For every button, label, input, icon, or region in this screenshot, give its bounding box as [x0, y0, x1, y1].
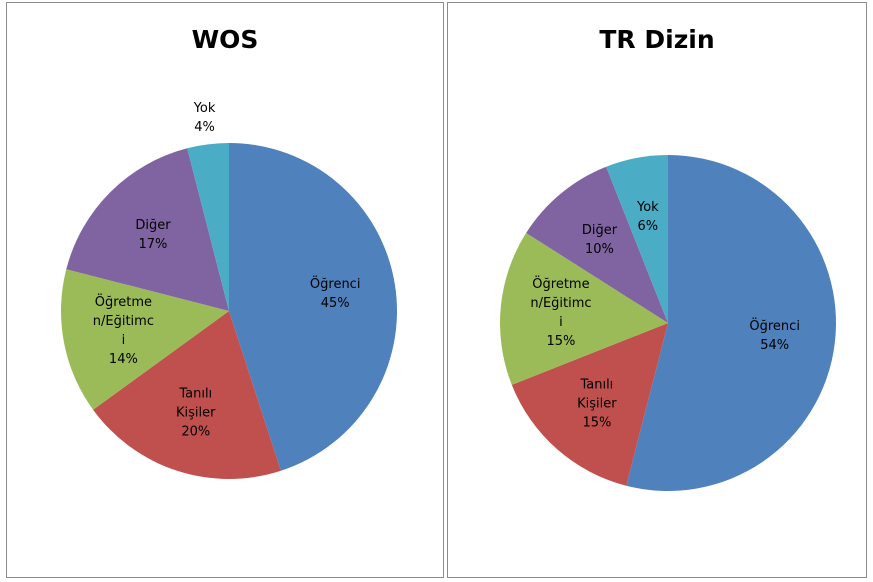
- data-label: Diğer 17%: [122, 216, 184, 254]
- data-label: Tanılı Kişiler 15%: [566, 375, 628, 432]
- category-label: Öğrenci: [309, 277, 361, 293]
- chart-title: WOS: [191, 25, 259, 54]
- value-label: 4%: [194, 119, 215, 135]
- value-label: 54%: [760, 338, 790, 354]
- category-label: Yok: [193, 100, 216, 116]
- category-label: Öğretmen/Eğitimci: [92, 295, 154, 349]
- chart-panel: TR Dizin Öğrenci 54% Tanılı Kişiler 15% Öğre…: [447, 2, 867, 578]
- category-label: Diğer: [581, 223, 618, 239]
- pie-slice: [626, 155, 836, 491]
- pie-slice: [187, 143, 229, 311]
- category-label: Öğrenci: [749, 319, 800, 335]
- category-label: Tanılı Kişiler: [577, 377, 617, 412]
- chart-panel: WOS Öğrenci 45% Tanılı Kişiler 20% Öğretmen/…: [6, 2, 444, 578]
- data-label: Yok 6%: [617, 198, 679, 236]
- pie-slice: [60, 269, 229, 410]
- pie: [500, 155, 836, 491]
- data-label: Öğrenci 54%: [744, 317, 806, 355]
- chart-title: TR Dizin: [599, 25, 715, 54]
- category-label: Öğretmen/Eğitimci: [530, 276, 592, 330]
- pie-slice: [511, 323, 668, 486]
- data-label: Öğretmen/Eğitimci 14%: [92, 293, 154, 369]
- pie-slice: [526, 166, 668, 323]
- category-label: Tanılı Kişiler: [176, 386, 216, 421]
- value-label: 6%: [637, 219, 659, 235]
- pie-slice: [229, 143, 398, 471]
- pie-slice: [93, 311, 281, 480]
- value-label: 15%: [582, 415, 612, 431]
- data-label: Tanılı Kişiler 20%: [165, 385, 227, 442]
- data-label: Yok 4%: [174, 99, 236, 137]
- value-label: 20%: [181, 424, 211, 440]
- pie-slice: [606, 155, 668, 323]
- category-label: Yok: [636, 200, 659, 216]
- pie: [60, 143, 398, 480]
- category-label: Diğer: [135, 217, 171, 233]
- pie-slice: [66, 148, 229, 311]
- data-label: Öğrenci 45%: [304, 275, 366, 313]
- data-label: Öğretmen/Eğitimci 15%: [530, 275, 592, 351]
- value-label: 17%: [138, 236, 168, 252]
- data-label: Diğer 10%: [568, 221, 630, 259]
- value-label: 15%: [546, 333, 576, 349]
- pie-slice: [500, 232, 668, 385]
- value-label: 45%: [320, 296, 350, 312]
- value-label: 10%: [585, 242, 614, 258]
- value-label: 14%: [108, 352, 138, 368]
